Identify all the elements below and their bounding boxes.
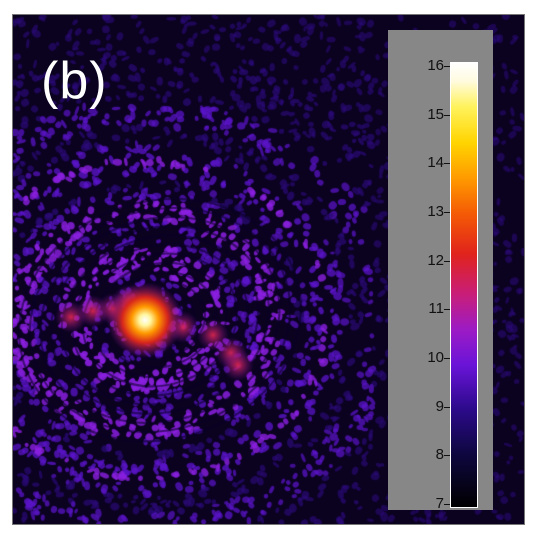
colorbar-tick-14: 14 <box>427 154 444 172</box>
colorbar-tick-mark <box>444 114 450 116</box>
colorbar-tick-16: 16 <box>427 57 444 74</box>
colorbar-tick-mark <box>444 309 450 311</box>
colorbar-tick-8: 8 <box>435 446 444 464</box>
colorbar-tick-12: 12 <box>427 251 444 269</box>
colorbar-tick-mark <box>444 504 450 505</box>
colorbar-tick-10: 10 <box>427 349 444 366</box>
colorbar-panel: 16 15 14 13 12 11 10 9 8 7 <box>388 30 493 512</box>
colorbar-tick-7: 7 <box>435 495 444 512</box>
panel-label: (b) <box>41 52 108 110</box>
colorbar-tick-mark <box>444 358 450 359</box>
colorbar-tick-9: 9 <box>435 397 444 415</box>
colorbar-tick-mark <box>444 455 450 457</box>
colorbar-tick-11: 11 <box>428 300 444 318</box>
colorbar-tick-mark <box>444 406 450 408</box>
colorbar-tick-mark <box>444 163 450 165</box>
colorbar-tick-mark <box>444 66 450 67</box>
colorbar-tick-mark <box>444 260 450 262</box>
image-frame: (b) 16 15 14 13 12 11 10 9 8 7 <box>12 14 525 525</box>
colorbar-tick-13: 13 <box>427 203 444 220</box>
colorbar-gradient <box>450 62 478 508</box>
colorbar-tick-15: 15 <box>427 105 444 123</box>
colorbar-tick-mark <box>444 212 450 213</box>
